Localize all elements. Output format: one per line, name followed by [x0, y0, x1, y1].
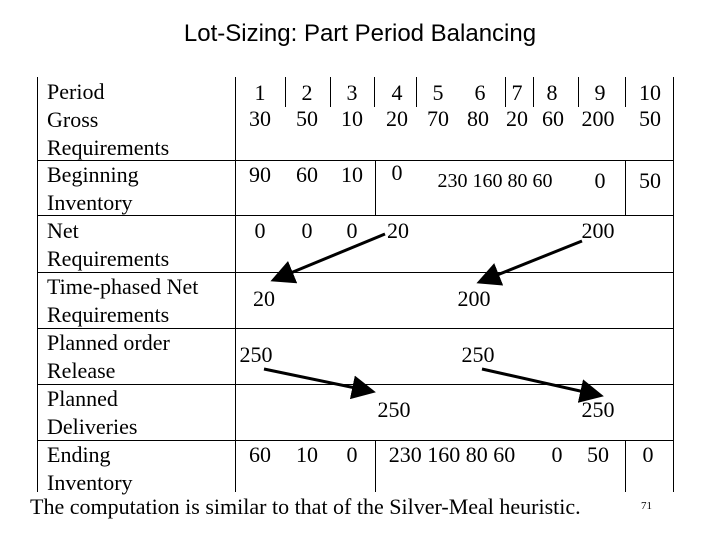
table-cell: 20	[253, 286, 275, 311]
row-label-ending-inventory: Ending Inventory	[47, 442, 133, 495]
row-label-time-phased-net-requirements: Time-phased Net Requirements	[47, 274, 199, 327]
table-cell: 20	[506, 106, 528, 131]
table-cell: 0	[346, 442, 358, 467]
table-cell: 0	[346, 218, 358, 243]
table-cell: 250	[377, 397, 411, 422]
table-cell: 90	[249, 162, 271, 187]
table-cell: 8	[546, 80, 558, 105]
table-cell: 60	[249, 442, 271, 467]
table-cell: 50	[639, 106, 661, 131]
table-cell: 10	[639, 80, 661, 105]
arrow-net-to-timephased-2	[476, 239, 583, 286]
table-cell: 10	[296, 442, 318, 467]
table-cell: 80	[467, 106, 489, 131]
table-cell: 0	[551, 442, 563, 467]
table-cell: 5	[432, 80, 444, 105]
table-cell: 20	[386, 106, 408, 131]
table-cell: 0	[254, 218, 266, 243]
table-cell: 250	[239, 342, 273, 367]
table-cell: 10	[341, 106, 363, 131]
table-cell: 50	[296, 106, 318, 131]
row-label-gross-requirements: Gross Requirements	[47, 107, 170, 160]
table-cell: 250	[461, 342, 495, 367]
table-cell: 0	[642, 442, 654, 467]
row-label-beginning-inventory: Beginning Inventory	[47, 162, 139, 215]
table-cell: 60	[296, 162, 318, 187]
table-cell: 50	[639, 168, 661, 193]
table-cell: 1	[254, 80, 266, 105]
table-cell: 3	[346, 80, 358, 105]
table-cell: 6	[474, 80, 486, 105]
row-label-net-requirements: Net Requirements	[47, 218, 170, 271]
table-cell: 200	[457, 286, 491, 311]
footnote-caption: The computation is similar to that of th…	[30, 494, 581, 519]
row-label-planned-order-release: Planned order Release	[47, 330, 170, 383]
table-cell: 70	[427, 106, 449, 131]
table-cell: 0	[391, 160, 403, 185]
table-cell: 50	[587, 442, 609, 467]
table-cell: 230 160 80 60	[437, 170, 553, 192]
table-cell: 4	[391, 80, 403, 105]
table-cell: 200	[581, 106, 615, 131]
table-cell: 9	[594, 80, 606, 105]
table-cell: 200	[581, 218, 615, 243]
row-label-planned-deliveries: Planned Deliveries	[47, 386, 138, 439]
table-cell: 0	[594, 168, 606, 193]
arrow-release-to-delivery-2	[481, 367, 604, 403]
table-cell: 10	[341, 162, 363, 187]
arrow-release-to-delivery-1	[263, 367, 376, 400]
table-cell: 30	[249, 106, 271, 131]
table-cell: 20	[387, 218, 409, 243]
page-number: 71	[641, 500, 652, 512]
arrow-net-to-timephased-1	[270, 232, 386, 284]
table-cell: 7	[511, 80, 523, 105]
table-cell: 230 160 80 60	[388, 442, 516, 467]
slide-title: Lot-Sizing: Part Period Balancing	[183, 20, 537, 47]
table-cell: 60	[542, 106, 564, 131]
table-cell: 2	[301, 80, 313, 105]
row-label-period: Period	[47, 79, 105, 104]
table-cell: 0	[301, 218, 313, 243]
